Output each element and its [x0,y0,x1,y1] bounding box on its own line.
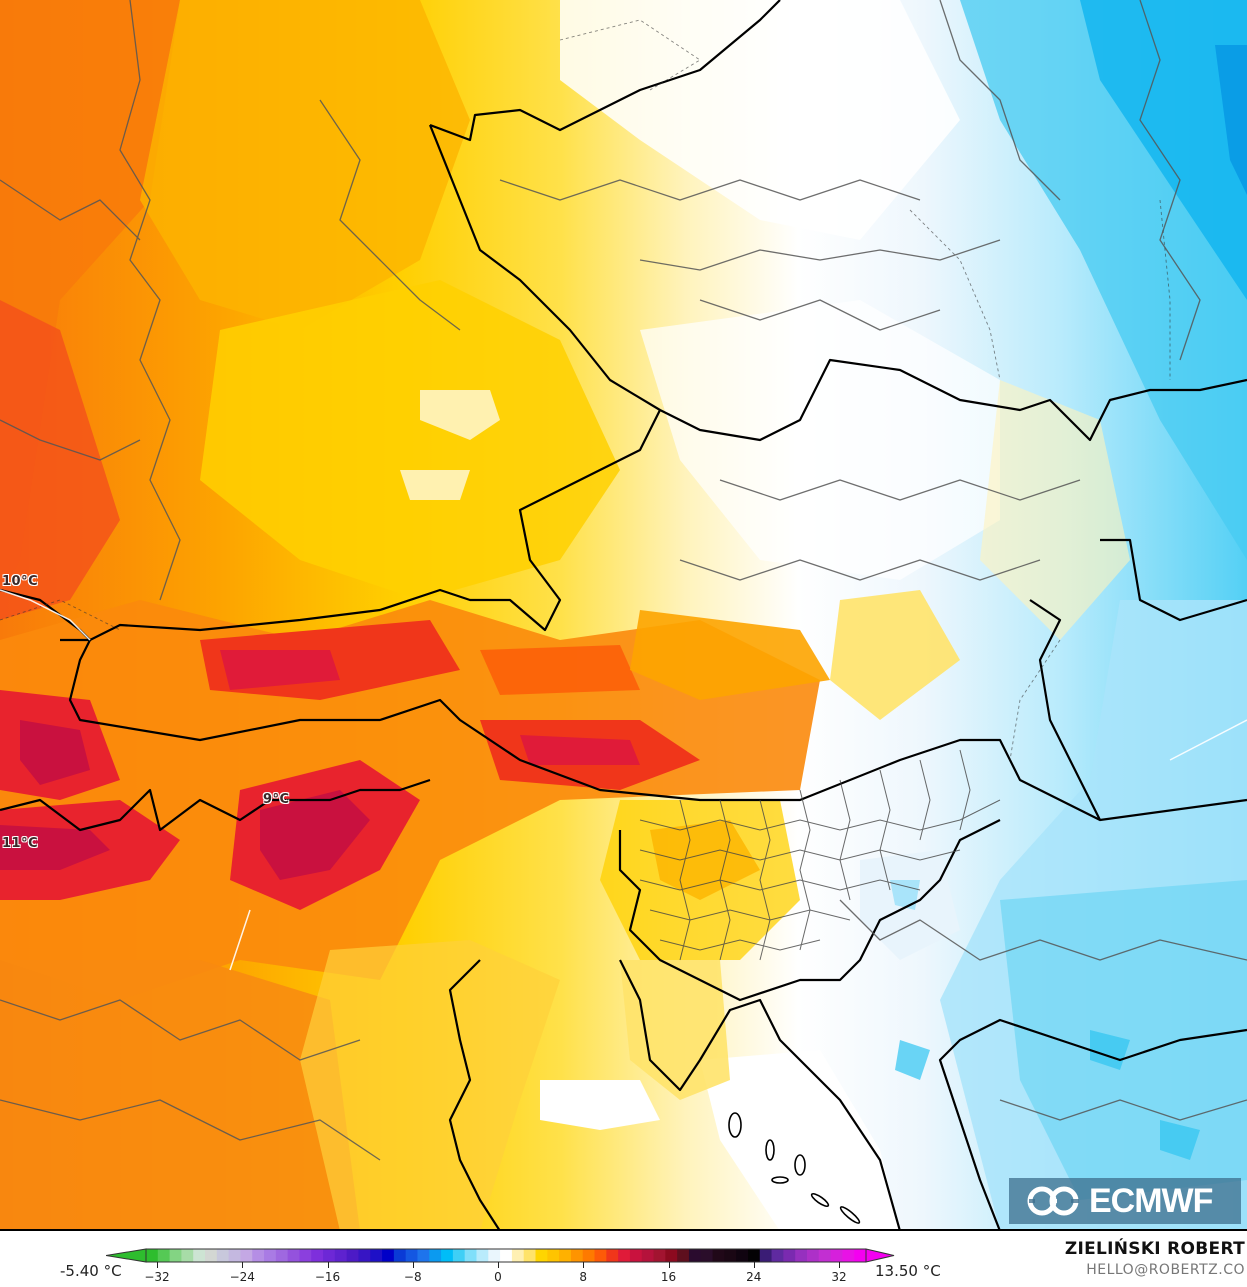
colorbar-tick-mark [839,1262,840,1268]
max-temp-label-3: 11°C [2,836,39,851]
colorbar-tick-label: −16 [314,1270,341,1284]
map-canvas [0,0,1247,1229]
colorbar-tick-label: 16 [660,1270,677,1284]
colorbar-tick-label: 0 [494,1270,502,1284]
colorbar-tick-mark [157,1262,158,1268]
colorbar-tick-label: −8 [403,1270,422,1284]
author-email: HELLO@ROBERTZ.CO [1086,1262,1245,1278]
colorbar-tick-label: −32 [144,1270,170,1284]
min-value-label: -5.40 °C [60,1262,122,1280]
ecmwf-logo: ECMWF [1009,1178,1241,1224]
max-temp-label-1: 10°C [2,574,39,589]
temperature-map: 10°C 9°C 11°C ECMWF [0,0,1247,1231]
colorbar-tick-mark [498,1262,499,1268]
colorbar [105,1248,896,1272]
colorbar-tick-mark [753,1262,755,1268]
colorbar-tick-label: 24 [746,1270,762,1284]
colorbar-tick-mark [412,1262,414,1268]
author-credit: ZIELIŃSKI ROBERT [1064,1239,1245,1259]
max-value-label: 13.50 °C [875,1262,941,1280]
colorbar-tick-mark [583,1262,585,1268]
colorbar-tick-label: −24 [229,1270,255,1284]
colorbar-tick-label: 8 [579,1270,588,1284]
max-temp-label-2: 9°C [263,792,290,807]
ecmwf-logo-text: ECMWF [1089,1181,1213,1220]
ecmwf-logo-icon [1027,1186,1079,1216]
colorbar-tick-mark [242,1262,244,1268]
colorbar-tick-label: 32 [831,1270,847,1284]
colorbar-tick-mark [668,1262,670,1268]
colorbar-tick-mark [327,1262,329,1268]
